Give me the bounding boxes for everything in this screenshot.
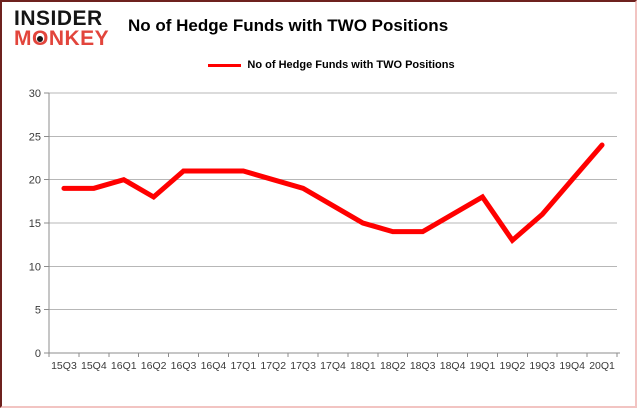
x-tick-label: 19Q4 [559,360,585,372]
x-tick-label: 19Q3 [529,360,555,372]
x-tick-label: 20Q1 [589,360,615,372]
x-tick-label: 17Q1 [230,360,256,372]
x-tick-label: 15Q3 [51,360,77,372]
y-tick-label: 15 [29,218,41,230]
logo-monkey-text: MONKEY [14,26,110,50]
chart-title: No of Hedge Funds with TWO Positions [128,16,449,35]
x-tick-label: 19Q2 [500,360,526,372]
y-tick-label: 0 [35,348,41,360]
x-tick-label: 16Q1 [111,360,137,372]
x-tick-label: 17Q4 [320,360,346,372]
y-tick-label: 20 [29,175,41,187]
legend: No of Hedge Funds with TWO Positions [28,59,635,71]
x-tick-label: 18Q3 [410,360,436,372]
x-tick-label: 17Q3 [290,360,316,372]
x-tick-label: 15Q4 [81,360,107,372]
x-tick-label: 18Q4 [440,360,466,372]
x-tick-label: 16Q3 [171,360,197,372]
y-tick-label: 5 [35,305,41,317]
x-tick-label: 17Q2 [260,360,286,372]
logo-insider-text: INSIDER [14,7,103,30]
y-tick-label: 10 [29,261,41,273]
logo-monkey-rest: NKEY [48,26,110,50]
y-tick-label: 30 [29,88,41,100]
legend-label: No of Hedge Funds with TWO Positions [247,59,455,71]
data-line [61,142,605,245]
x-tick-label: 16Q2 [141,360,167,372]
y-tick-label: 25 [29,131,41,143]
x-tick-label: 19Q1 [470,360,496,372]
legend-line-sample [208,63,242,67]
x-tick-label: 16Q4 [201,360,227,372]
x-tick-label: 18Q2 [380,360,406,372]
x-tick-label: 18Q1 [350,360,376,372]
insider-monkey-logo: INSIDER MONKEY [14,7,110,50]
logo-monkey-o: O [32,26,49,50]
logo-monkey-m: M [14,26,32,50]
